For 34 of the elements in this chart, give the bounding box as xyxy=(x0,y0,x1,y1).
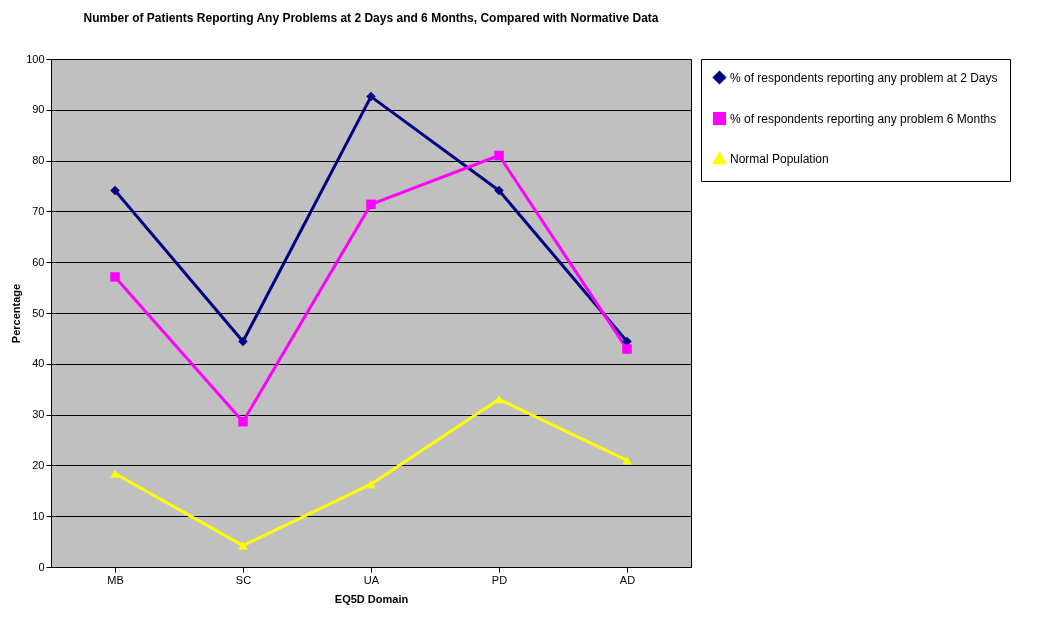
legend-label: % of respondents reporting any problem at 2 Days xyxy=(730,70,998,85)
y-tick-label: 20 xyxy=(32,458,45,471)
y-tick-label: 40 xyxy=(32,357,45,370)
point xyxy=(110,272,120,282)
x-tick-label: MB xyxy=(107,573,124,586)
point xyxy=(494,150,504,161)
point xyxy=(622,344,632,354)
x-tick-label: PD xyxy=(491,573,508,586)
legend-label: % of respondents reporting any problem 6 Months xyxy=(730,111,997,126)
x-axis-title: EQ5D Domain xyxy=(334,592,409,605)
x-tick-label: AD xyxy=(619,573,636,586)
y-tick-label: 60 xyxy=(32,255,45,268)
point xyxy=(366,480,376,489)
point xyxy=(238,541,248,550)
point xyxy=(110,185,120,196)
y-tick-label: 30 xyxy=(32,408,45,421)
y-tick-label: 100 xyxy=(26,52,45,65)
x-tick-label: UA xyxy=(363,573,380,586)
y-axis-title: Percentage xyxy=(10,283,23,344)
chart-title: Number of Patients Reporting Any Problems at 2 Days and 6 Months, Compared with Normative Data xyxy=(83,11,659,25)
point xyxy=(366,91,376,102)
point xyxy=(110,469,120,478)
point xyxy=(238,336,248,347)
y-tick-label: 50 xyxy=(32,306,45,319)
y-tick-label: 0 xyxy=(38,560,45,573)
point xyxy=(366,199,376,210)
y-tick-label: 70 xyxy=(32,204,45,217)
legend-label: Normal Population xyxy=(730,151,829,166)
y-tick-label: 80 xyxy=(32,154,45,167)
point xyxy=(238,416,248,427)
x-tick-label: SC xyxy=(235,573,252,586)
point xyxy=(494,185,504,196)
y-tick-label: 10 xyxy=(32,509,45,522)
y-tick-label: 90 xyxy=(32,103,45,116)
